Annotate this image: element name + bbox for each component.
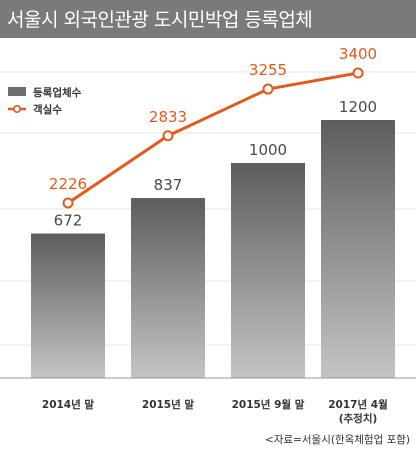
x-tick-label: 2017년 4월 — [328, 398, 388, 411]
bars — [31, 120, 395, 378]
legend-swatch-bar — [8, 87, 26, 96]
line-point — [352, 67, 364, 79]
bar-value-label: 672 — [54, 212, 83, 230]
legend-swatch-marker — [13, 105, 22, 114]
line-value-labels: 2226 2833 3255 3400 — [49, 45, 377, 193]
x-tick-label: (추정치) — [339, 412, 378, 425]
line-value-label: 3400 — [339, 45, 377, 63]
line-point — [162, 130, 174, 142]
bar-value-label: 1200 — [339, 98, 377, 116]
x-tick-label: 2015년 9월 말 — [232, 398, 305, 411]
x-axis: 2014년 말 2015년 말 2015년 9월 말 2017년 4월(추정치) — [0, 377, 416, 425]
source-note: <자료=서울시(한옥체험업 포함) — [264, 434, 410, 446]
title-bar: 서울시 외국인관광 도시민박업 등록업체 — [0, 0, 416, 38]
legend: 등록업체수 객실수 — [8, 86, 82, 116]
line-value-label: 2833 — [149, 108, 187, 126]
line-path — [67, 71, 359, 205]
bar — [131, 198, 205, 378]
legend-label-line: 객실수 — [33, 103, 62, 116]
line-point — [62, 197, 74, 209]
bar — [321, 120, 395, 378]
x-tick-label: 2014년 말 — [42, 398, 95, 411]
line-point — [262, 83, 274, 95]
x-tick-label: 2015년 말 — [142, 398, 195, 411]
legend-label-bar: 등록업체수 — [33, 86, 82, 99]
chart-title: 서울시 외국인관광 도시민박업 등록업체 — [7, 9, 313, 31]
bar-value-label: 1000 — [249, 141, 287, 159]
bar-value-label: 837 — [154, 176, 183, 194]
bar — [231, 163, 305, 378]
bar-value-labels: 672 837 1000 1200 — [54, 98, 377, 230]
line-value-label: 2226 — [49, 175, 87, 193]
bar — [31, 233, 105, 378]
line-series — [62, 67, 364, 209]
line-value-label: 3255 — [249, 61, 287, 79]
